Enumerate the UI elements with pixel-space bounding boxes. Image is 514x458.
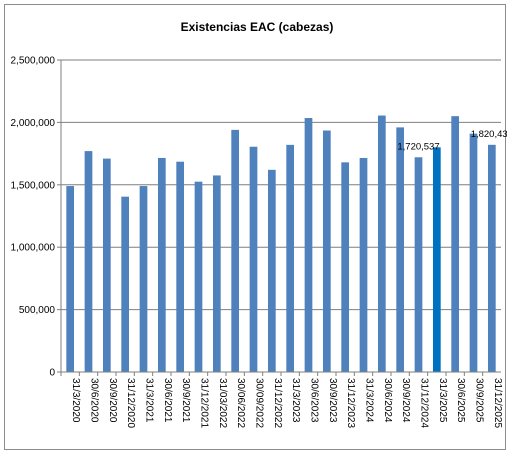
chart-frame: Existencias EAC (cabezas) 0 500,000 1,000,… xyxy=(4,4,508,450)
y-tick-label: 1,500,000 xyxy=(11,180,56,191)
bar xyxy=(66,186,75,372)
bars xyxy=(66,115,496,372)
bar xyxy=(231,129,240,372)
bar xyxy=(487,144,496,372)
y-tick-label: 0 xyxy=(49,368,55,379)
x-tick-label: 31/3/2025 xyxy=(437,378,448,423)
y-tick-label: 2,500,000 xyxy=(11,56,56,67)
x-tick-label: 30/6/2021 xyxy=(162,378,173,423)
x-tick-label: 31/12/2022 xyxy=(272,378,283,428)
data-labels: 1,720,537 1,820,434 xyxy=(397,129,507,152)
x-tick-label: 30/9/2021 xyxy=(180,378,191,423)
bar xyxy=(121,196,130,372)
y-tick-label: 1,000,000 xyxy=(11,243,56,254)
bar xyxy=(414,157,423,372)
bar xyxy=(469,133,478,372)
x-tick-labels: 31/3/2020 30/6/2020 30/9/2020 31/12/2020 31/… xyxy=(70,378,503,428)
x-tick-label: 30/9/2020 xyxy=(107,378,118,423)
bar xyxy=(304,118,313,372)
x-tick-label: 30/9/2024 xyxy=(400,378,411,423)
y-tick-label: 500,000 xyxy=(19,305,56,316)
x-tick-label: 31/3/2020 xyxy=(70,378,81,423)
x-tick-label: 30/6/2024 xyxy=(382,378,393,423)
chart-title: Existencias EAC (cabezas) xyxy=(181,20,334,34)
bar xyxy=(157,157,166,372)
bar xyxy=(396,127,405,372)
bar xyxy=(102,158,111,372)
bar xyxy=(432,147,441,372)
x-tick-label: 31/3/2023 xyxy=(290,378,301,423)
y-tick-labels: 0 500,000 1,000,000 1,500,000 2,000,000 2,500… xyxy=(11,56,56,379)
x-tick-label: 30/9/2023 xyxy=(327,378,338,423)
bar-chart: Existencias EAC (cabezas) 0 500,000 1,000,… xyxy=(11,20,508,428)
data-label: 1,820,434 xyxy=(471,129,507,140)
x-tick-label: 30/6/2025 xyxy=(455,378,466,423)
x-tick-label: 31/12/2020 xyxy=(125,378,136,428)
x-tick-label: 31/12/2025 xyxy=(492,378,503,428)
x-tick-label: 31/3/2021 xyxy=(144,378,155,423)
bar xyxy=(267,169,276,372)
x-tick-label: 31/3/2024 xyxy=(364,378,375,423)
bar xyxy=(212,175,221,372)
x-tick-label: 30/09/2022 xyxy=(254,378,265,428)
bar xyxy=(194,181,203,372)
x-tick-label: 31/12/2024 xyxy=(419,378,430,428)
bar xyxy=(286,144,295,372)
bar xyxy=(84,151,93,372)
x-tick-label: 30/6/2023 xyxy=(309,378,320,423)
bar xyxy=(359,157,368,372)
x-tick-label: 31/12/2023 xyxy=(345,378,356,428)
y-tick-label: 2,000,000 xyxy=(11,118,56,129)
bar xyxy=(341,162,350,372)
x-tick-label: 31/12/2021 xyxy=(199,378,210,428)
data-label: 1,720,537 xyxy=(397,141,439,152)
bar xyxy=(377,115,386,372)
x-tick-label: 31/03/2022 xyxy=(217,378,228,428)
bar xyxy=(249,146,258,372)
x-tick-label: 30/06/2022 xyxy=(235,378,246,428)
x-tick-label: 30/9/2025 xyxy=(474,378,485,423)
bar xyxy=(322,130,331,372)
bar xyxy=(139,186,148,372)
x-tick-label: 30/6/2020 xyxy=(89,378,100,423)
gridlines xyxy=(57,59,501,373)
axes xyxy=(60,60,501,376)
bar xyxy=(176,161,185,372)
bar xyxy=(451,116,460,372)
